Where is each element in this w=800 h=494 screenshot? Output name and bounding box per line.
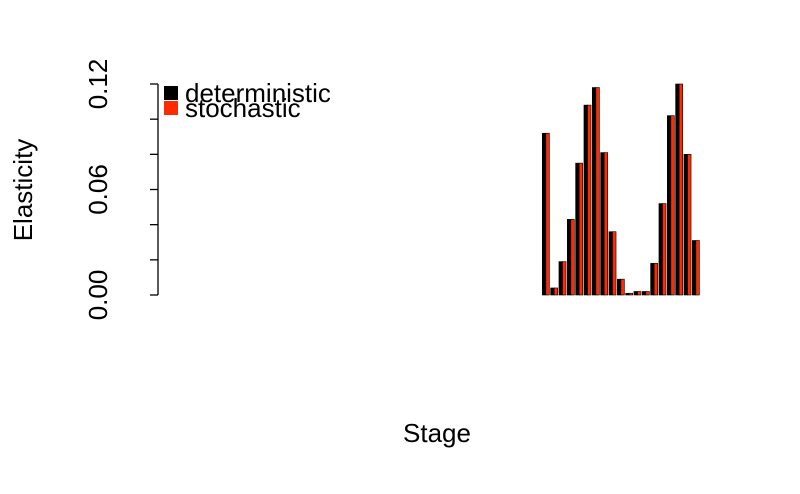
bar: [687, 154, 692, 296]
y-tick-label: 0.00: [83, 270, 113, 321]
legend-swatch: [164, 86, 178, 100]
bar: [575, 162, 580, 296]
bar: [637, 291, 642, 296]
bar: [691, 240, 697, 296]
bar: [545, 132, 550, 296]
bar: [625, 292, 630, 296]
bar: [558, 261, 563, 296]
bar: [620, 278, 625, 296]
bar: [600, 152, 605, 296]
bar: [653, 263, 659, 296]
y-tick-label: 0.12: [83, 59, 113, 110]
bar: [633, 291, 638, 296]
legend-label: deterministic: [185, 78, 331, 108]
bar: [658, 203, 663, 296]
x-axis-label: Stage: [403, 418, 471, 448]
bar: [645, 291, 650, 296]
bar: [595, 87, 600, 296]
bar: [562, 261, 567, 296]
bar: [666, 115, 672, 296]
legend-swatch: [164, 101, 178, 115]
legend-label: stochastic: [185, 93, 301, 123]
bar: [583, 104, 588, 296]
bar: [541, 132, 547, 296]
bar: [662, 203, 667, 296]
y-axis-label: Elasticity: [8, 139, 38, 242]
bar: [566, 219, 572, 296]
bar: [550, 287, 555, 296]
bar: [675, 83, 680, 296]
bar: [678, 83, 684, 296]
bar: [628, 292, 634, 296]
bar: [683, 154, 688, 296]
bar: [553, 287, 559, 296]
bar: [612, 231, 617, 296]
bar: [616, 278, 622, 296]
bar: [578, 162, 584, 296]
bar: [650, 263, 655, 296]
bar: [695, 240, 700, 296]
bar: [603, 152, 609, 296]
bar: [570, 219, 575, 296]
bar: [591, 87, 597, 296]
bar: [587, 104, 592, 296]
bar: [608, 231, 613, 296]
bar: [641, 291, 647, 296]
bar: [670, 115, 675, 296]
y-tick-label: 0.06: [83, 164, 113, 215]
